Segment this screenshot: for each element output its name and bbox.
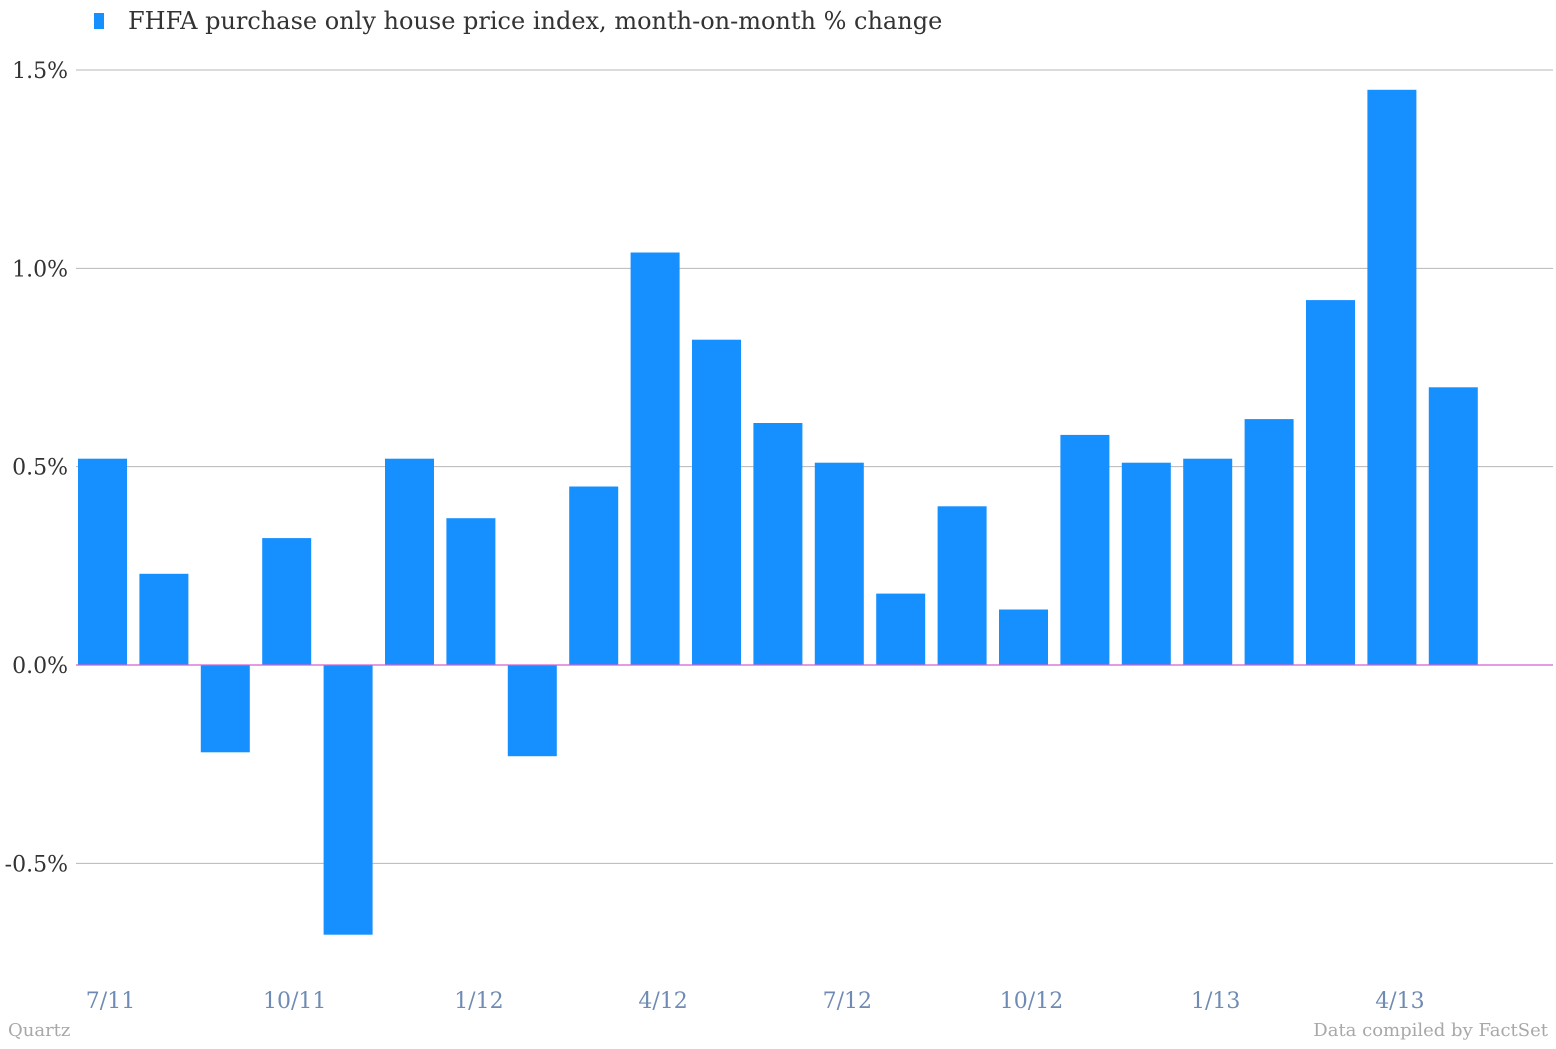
y-tick-label: 0.0% [12,654,68,679]
bar-7-11 [78,458,127,665]
bar-4-12 [630,252,680,665]
bar-9-11 [200,665,250,753]
bar-12-12 [1121,462,1171,665]
bar-5-13 [1428,387,1478,665]
x-tick-label: 7/11 [86,989,135,1014]
x-tick-label: 1/13 [1191,989,1240,1014]
bar-8-12 [876,593,926,665]
x-tick-label: 10/12 [1000,989,1063,1014]
legend: FHFA purchase only house price index, mo… [94,6,942,36]
x-tick-label: 10/11 [263,989,326,1014]
bar-1-13 [1183,458,1233,665]
legend-label: FHFA purchase only house price index, mo… [128,7,943,35]
bar-9-12 [937,506,987,665]
bar-4-13 [1367,89,1417,666]
bar-3-13 [1306,300,1355,665]
source-credit: Quartz [8,1020,71,1041]
data-credit: Data compiled by FactSet [1313,1020,1548,1041]
x-tick-label: 4/13 [1375,989,1424,1014]
bar-3-12 [569,486,619,665]
y-tick-label: 0.5% [12,456,68,481]
bar-11-12 [1060,434,1110,665]
x-tick-label: 4/12 [638,989,687,1014]
bar-6-12 [753,423,803,665]
gridlines [76,69,1553,864]
y-axis-ticks: 1.5% 1.0% 0.5% 0.0% -0.5% [5,59,68,877]
bar-8-11 [139,573,189,665]
x-tick-label: 1/12 [454,989,503,1014]
bar-7-12 [814,462,864,665]
x-axis-ticks: 7/11 10/11 1/12 4/12 7/12 10/12 1/13 4/13 [86,989,1425,1014]
bar-1-12 [446,518,496,665]
bar-11-11 [323,665,373,935]
y-tick-label: -0.5% [5,852,68,877]
bar-5-12 [692,339,741,665]
bar-2-13 [1244,419,1294,665]
legend-swatch [94,13,104,29]
bar-2-12 [507,665,557,757]
bar-10-12 [999,609,1048,665]
y-tick-label: 1.5% [12,59,68,84]
bar-12-11 [385,458,434,665]
bar-10-11 [262,538,312,665]
x-tick-label: 7/12 [823,989,872,1014]
y-tick-label: 1.0% [12,257,68,282]
bars [78,89,1478,935]
